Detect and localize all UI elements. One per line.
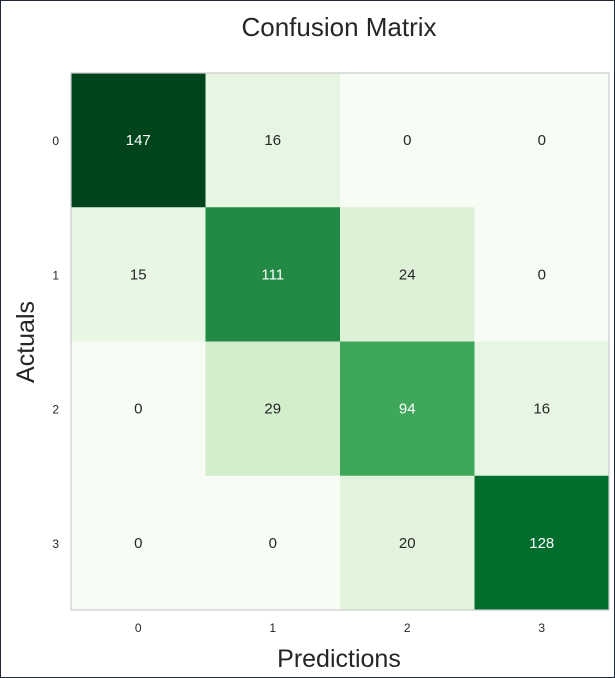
cell-value-r1-c1: 111 bbox=[261, 266, 284, 283]
cell-value-r0-c3: 0 bbox=[538, 132, 546, 149]
y-tick-2: 2 bbox=[52, 403, 59, 417]
cell-value-r1-c0: 15 bbox=[130, 266, 147, 283]
cell-value-r1-c2: 24 bbox=[399, 266, 416, 283]
x-tick-labels: 0 1 2 3 bbox=[135, 621, 546, 635]
y-tick-1: 1 bbox=[52, 268, 59, 282]
cell-value-r3-c2: 20 bbox=[399, 535, 416, 552]
heatmap-cell-r3-c2 bbox=[340, 475, 475, 611]
plot-border bbox=[70, 72, 610, 611]
heatmap-cell-r0-c2 bbox=[340, 73, 475, 208]
heatmap-cell-r2-c2 bbox=[340, 341, 475, 477]
heatmap-cell-r0-c0 bbox=[71, 73, 206, 208]
x-tick-1: 1 bbox=[269, 621, 276, 635]
cell-value-r3-c0: 0 bbox=[134, 535, 142, 552]
cell-value-r2-c0: 0 bbox=[134, 401, 142, 418]
cell-value-r3-c3: 128 bbox=[529, 535, 554, 552]
heatmap-cell-r1-c2 bbox=[340, 207, 475, 342]
heatmap-cell-labels: 147 16 0 0 15 111 24 0 0 29 94 16 0 0 20 128 bbox=[126, 132, 555, 552]
heatmap-cell-r2-c1 bbox=[205, 341, 341, 477]
heatmap-cell-r1-c0 bbox=[71, 207, 206, 342]
heatmap-cell-r3-c0 bbox=[71, 475, 206, 611]
heatmap-cell-r3-c3 bbox=[474, 475, 610, 611]
x-axis-label: Predictions bbox=[277, 645, 401, 673]
x-tick-2: 2 bbox=[404, 621, 411, 635]
cell-value-r2-c3: 16 bbox=[533, 401, 550, 418]
heatmap-cell-r2-c3 bbox=[474, 341, 610, 477]
x-tick-0: 0 bbox=[135, 621, 142, 635]
cell-value-r0-c0: 147 bbox=[126, 132, 151, 149]
chart-title: Confusion Matrix bbox=[241, 12, 436, 42]
y-tick-labels: 0 1 2 3 bbox=[52, 134, 59, 551]
cell-value-r2-c1: 29 bbox=[264, 401, 281, 418]
x-tick-3: 3 bbox=[538, 621, 545, 635]
cell-value-r2-c2: 94 bbox=[399, 401, 416, 418]
heatmap-cell-r2-c0 bbox=[71, 341, 206, 477]
heatmap-cell-r3-c1 bbox=[205, 475, 341, 611]
heatmap-cells bbox=[71, 73, 610, 611]
y-axis-label: Actuals bbox=[12, 301, 40, 383]
heatmap-cell-r1-c3 bbox=[474, 207, 610, 342]
y-tick-3: 3 bbox=[52, 537, 59, 551]
heatmap-cell-r1-c1 bbox=[205, 207, 341, 342]
y-tick-0: 0 bbox=[52, 134, 59, 148]
cell-value-r1-c3: 0 bbox=[538, 266, 546, 283]
heatmap-cell-r0-c3 bbox=[474, 73, 610, 208]
cell-value-r0-c2: 0 bbox=[403, 132, 411, 149]
heatmap-cell-r0-c1 bbox=[205, 73, 341, 208]
cell-value-r0-c1: 16 bbox=[264, 132, 281, 149]
cell-value-r3-c1: 0 bbox=[269, 535, 277, 552]
